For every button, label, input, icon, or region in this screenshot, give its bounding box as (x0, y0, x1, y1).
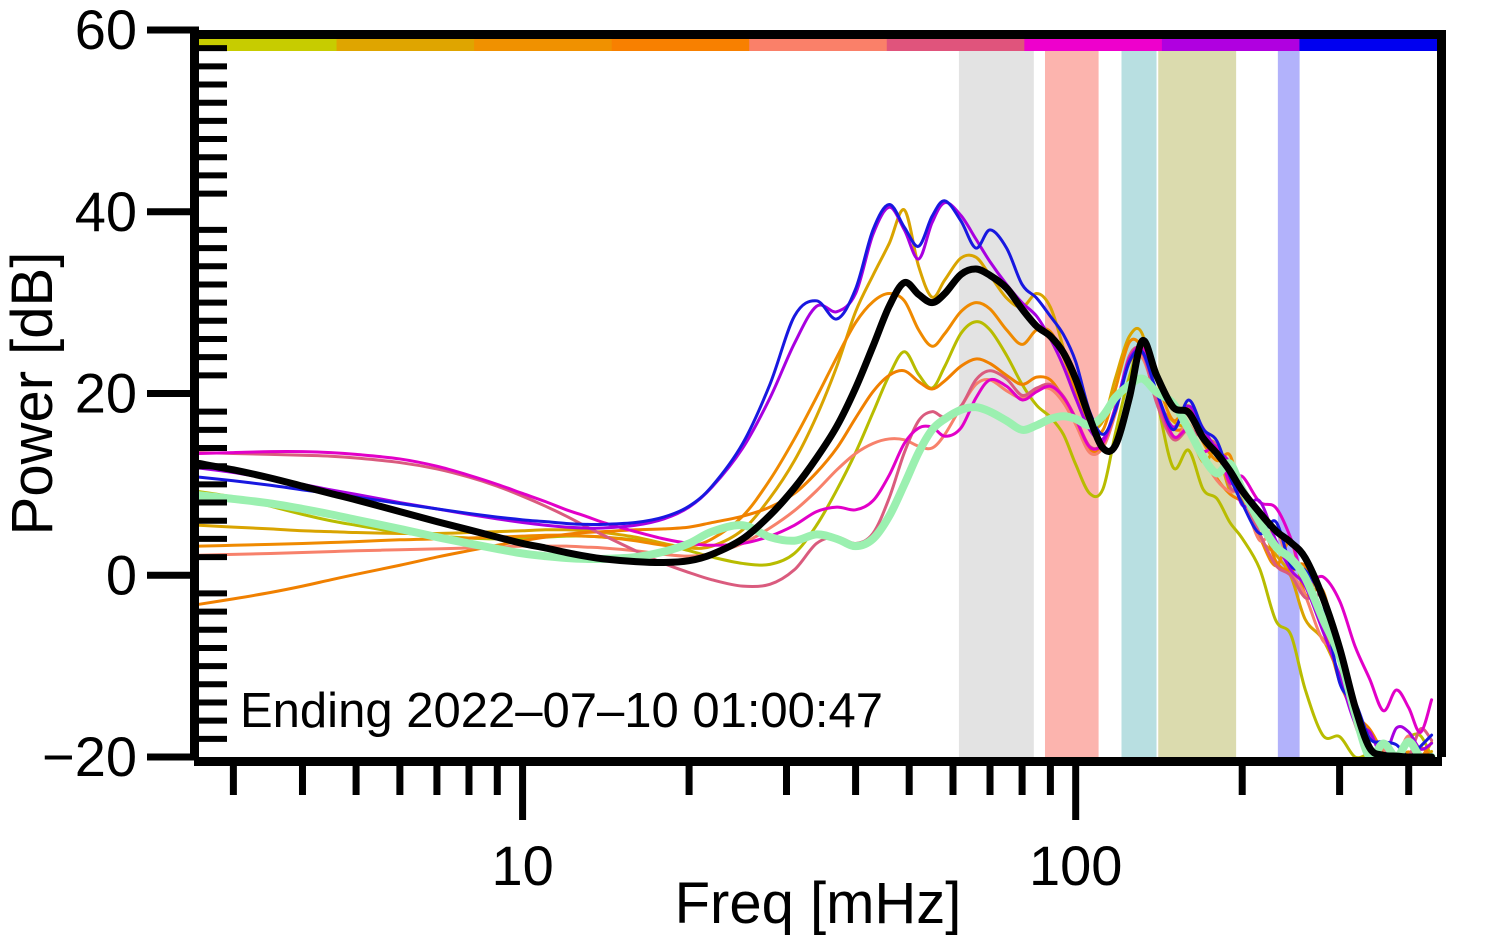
colorbar-segment-3 (474, 38, 613, 51)
colorbar-segment-4 (611, 38, 750, 51)
y-axis-title: Power [dB] (0, 252, 65, 536)
spectrum-curve-segment-6 (197, 346, 1434, 761)
colorbar-layer (199, 38, 1438, 51)
spectrum-curve-segment-4 (197, 350, 1434, 759)
colorbar-segment-1 (199, 38, 338, 51)
colorbar-segment-9 (1299, 38, 1438, 51)
y-tick-label: 0 (106, 543, 137, 606)
x-axis-title: Freq [mHz] (675, 871, 962, 936)
axis-ticks-layer (147, 26, 1413, 820)
spectrum-curve-segment-7 (197, 344, 1434, 734)
spectrum-curve-segment-2 (197, 208, 1434, 762)
y-tick-label: 20 (75, 362, 137, 425)
band-pink (1044, 47, 1099, 757)
axis-spine-bottom (194, 757, 1442, 766)
y-tick-label: 40 (75, 180, 137, 243)
spectra-curves-layer (195, 199, 1436, 763)
colorbar-segment-8 (1161, 38, 1301, 51)
x-tick-label: 100 (1029, 834, 1122, 897)
spectrum-curve-segment-9 (197, 199, 1434, 759)
colorbar-segment-6 (886, 38, 1025, 51)
colorbar-segment-5 (749, 38, 888, 51)
spectrum-curve-mean (195, 265, 1436, 761)
colorbar-segment-7 (1024, 38, 1163, 51)
spectrum-curve-segment-10 (195, 374, 1436, 763)
axis-spine-right (1437, 30, 1446, 757)
axis-spine-top (194, 30, 1442, 39)
y-tick-label: 60 (75, 0, 137, 61)
y-tick-label: −20 (42, 725, 137, 788)
colorbar-segment-2 (336, 38, 475, 51)
x-tick-label: 10 (491, 834, 553, 897)
band-gray (958, 47, 1034, 757)
ending-timestamp-annotation: Ending 2022–07–10 01:00:47 (240, 684, 883, 738)
axes-frame-layer (190, 30, 1446, 766)
axis-tick-labels-layer: −20 0 20 40 60 10 100 (42, 0, 1122, 897)
